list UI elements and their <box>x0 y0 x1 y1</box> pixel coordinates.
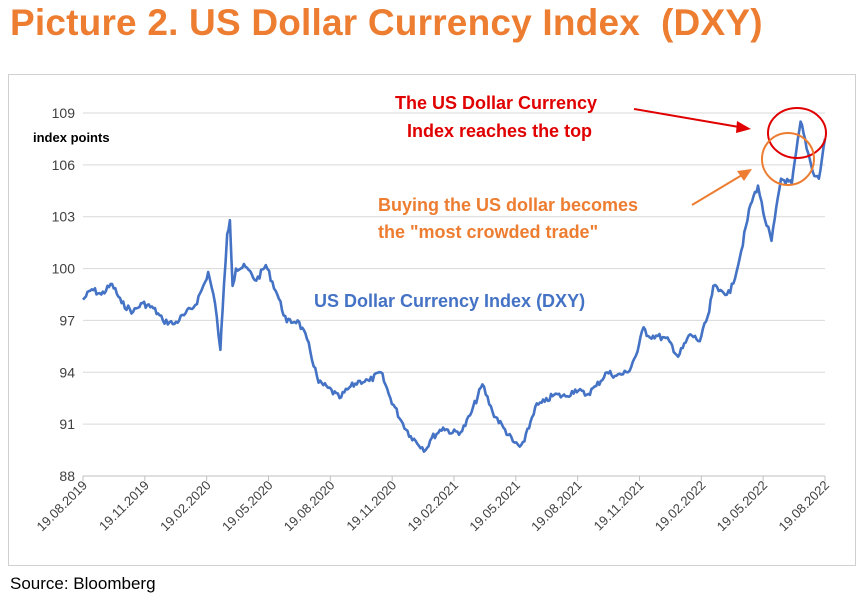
y-tick-label: 94 <box>59 364 75 380</box>
x-tick-label: 19.02.2022 <box>652 478 709 535</box>
annotation-crowded-line1: Buying the US dollar becomes <box>378 195 638 215</box>
y-tick-label: 100 <box>52 261 76 277</box>
y-axis-label: index points <box>33 130 110 145</box>
figure-title: Picture 2. US Dollar Currency Index (DXY… <box>10 2 763 43</box>
x-tick-label: 19.02.2020 <box>157 478 214 535</box>
x-tick-label: 19.08.2019 <box>33 478 90 535</box>
annotation-top-arrow-shaft <box>633 108 740 128</box>
grid-layer <box>83 112 825 477</box>
peak-circle-orange <box>761 132 815 186</box>
x-tick-label: 19.05.2020 <box>219 478 276 535</box>
x-tick-label: 19.11.2020 <box>343 478 399 534</box>
x-tick-label: 19.05.2021 <box>466 478 523 535</box>
y-tick-label: 109 <box>52 105 76 121</box>
x-tick-label: 19.11.2021 <box>591 478 647 534</box>
annotation-top-line2: Index reaches the top <box>407 121 592 141</box>
x-tick-label: 19.08.2020 <box>281 478 338 535</box>
annotation-layer: The US Dollar Currency Index reaches the … <box>314 93 827 311</box>
series-label: US Dollar Currency Index (DXY) <box>314 291 585 311</box>
series-layer <box>82 120 827 453</box>
peak-circle-red <box>767 107 827 159</box>
annotation-crowded-line2: the "most crowded trade" <box>378 222 598 242</box>
y-tick-label: 103 <box>52 209 76 225</box>
annotation-top-line1: The US Dollar Currency <box>395 93 597 113</box>
x-tick-label: 19.02.2021 <box>404 478 461 535</box>
series-line-dxy <box>82 120 827 453</box>
y-tick-label: 97 <box>59 312 75 328</box>
annotation-crowded-arrowhead <box>737 169 752 181</box>
annotation-crowded-arrow-shaft <box>691 174 743 206</box>
x-tick-label: 19.08.2021 <box>528 478 585 535</box>
y-tick-label: 91 <box>59 416 75 432</box>
source-note: Source: Bloomberg <box>10 574 156 593</box>
y-tick-label: 88 <box>59 468 75 484</box>
x-tick-label: 19.11.2019 <box>96 478 152 534</box>
annotation-top-arrowhead <box>736 121 751 133</box>
x-tick-label: 19.05.2022 <box>714 478 771 535</box>
y-tick-label: 106 <box>52 157 76 173</box>
x-tick-label: 19.08.2022 <box>775 478 832 535</box>
chart-frame: 109 106 103 100 97 94 91 88 19.08.2019 19.11.2019… <box>8 74 856 566</box>
